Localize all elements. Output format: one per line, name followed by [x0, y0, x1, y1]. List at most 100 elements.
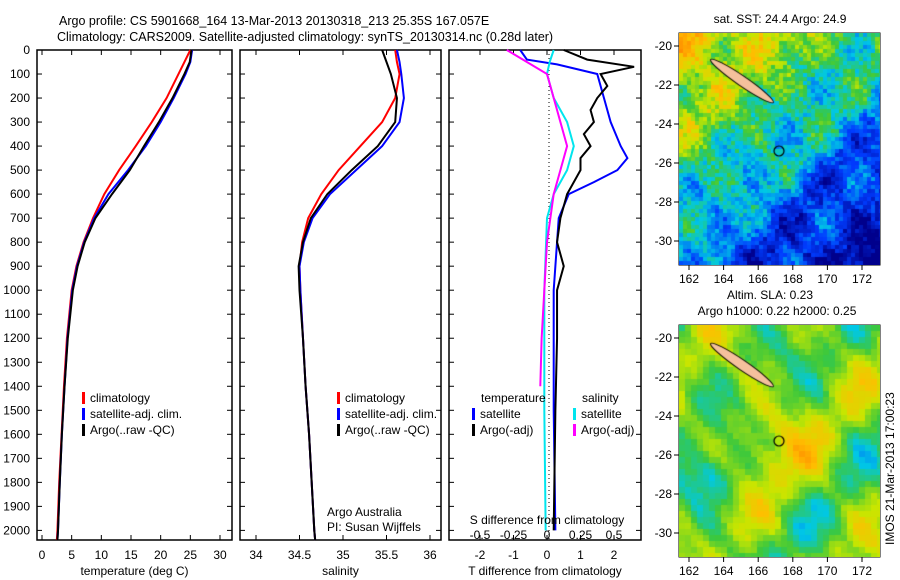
x-tick-label: -2: [475, 548, 486, 562]
depth-tick-label: 1500: [3, 403, 30, 417]
diff-line-T-Argo-adj-: [552, 49, 635, 531]
lon-tick-label: 164: [714, 564, 734, 578]
x-tick-label: 34.5: [288, 548, 312, 562]
x-axis-label: salinity: [322, 564, 359, 578]
depth-tick-label: 800: [10, 235, 30, 249]
lon-tick-label: 162: [679, 272, 699, 286]
figure-title-line2: Climatology: CARS2009. Satellite-adjuste…: [57, 30, 554, 44]
sal-legend-label: Argo(..raw -QC): [345, 423, 430, 437]
x-tick-label: 0: [39, 548, 46, 562]
profile-line-climatology: [55, 49, 192, 541]
sal-legend-label: satellite-adj. clim.: [345, 407, 437, 421]
depth-tick-label: 1400: [3, 379, 30, 393]
sal-legend-swatch: [337, 408, 340, 420]
lon-tick-label: 172: [852, 272, 872, 286]
s-diff-axis-label: S difference from climatology: [470, 513, 625, 527]
depth-tick-label: 1800: [3, 475, 30, 489]
panel-frame: [239, 49, 442, 541]
sal-legend-swatch: [337, 424, 340, 436]
lat-tick-label: -28: [655, 195, 673, 209]
annotation: PI: Susan Wijffels: [327, 520, 421, 534]
depth-tick-label: 700: [10, 211, 30, 225]
depth-tick-label: 1700: [3, 451, 30, 465]
lon-tick-label: 172: [852, 564, 872, 578]
lat-tick-label: -22: [655, 370, 673, 384]
diff-legend-s-swatch: [573, 424, 576, 436]
diff-legend-s-label: Argo(-adj): [581, 423, 634, 437]
depth-tick-label: 1300: [3, 355, 30, 369]
panel-frame: [36, 49, 233, 541]
depth-tick-label: 1900: [3, 499, 30, 513]
x-axis-label: temperature (deg C): [80, 564, 188, 578]
sla-map-subtitle: Argo h1000: 0.22 h2000: 0.25: [698, 304, 857, 318]
diff-legend-header: salinity: [582, 391, 619, 405]
depth-tick-label: 300: [10, 115, 30, 129]
lon-tick-label: 164: [714, 272, 734, 286]
profile-line-Argo-raw-QC-: [56, 49, 193, 541]
temp-legend-swatch: [82, 392, 85, 404]
sla-map-title: Altim. SLA: 0.23: [727, 288, 813, 302]
x-tick-label: 36: [423, 548, 437, 562]
x-tick-label: 34: [249, 548, 263, 562]
depth-tick-label: 0: [23, 43, 30, 57]
sal-legend-swatch: [337, 392, 340, 404]
depth-tick-label: 900: [10, 259, 30, 273]
lon-tick-label: 170: [817, 272, 837, 286]
s-diff-tick-label: 0.5: [606, 528, 623, 542]
lon-tick-label: 162: [679, 564, 699, 578]
x-tick-label: 1: [577, 548, 584, 562]
lon-tick-label: 166: [748, 564, 768, 578]
lat-tick-label: -24: [655, 117, 673, 131]
diff-legend-t-label: Argo(-adj): [480, 423, 533, 437]
x-axis-label: T difference from climatology: [468, 564, 622, 578]
depth-tick-label: 100: [10, 67, 30, 81]
lat-tick-label: -20: [655, 39, 673, 53]
x-tick-label: 5: [68, 548, 75, 562]
profile-line-climatology: [298, 49, 401, 541]
depth-tick-label: 400: [10, 139, 30, 153]
sal-legend-label: climatology: [345, 391, 405, 405]
lat-tick-label: -20: [655, 331, 673, 345]
x-tick-label: 2: [611, 548, 618, 562]
x-tick-label: -1: [508, 548, 519, 562]
diff-legend-t-swatch: [472, 424, 475, 436]
diff-line-S-Argo-adj-: [506, 49, 569, 387]
diff-legend-t-swatch: [472, 408, 475, 420]
x-tick-label: 15: [124, 548, 138, 562]
depth-tick-label: 500: [10, 163, 30, 177]
lon-tick-label: 168: [783, 564, 803, 578]
x-tick-label: 30: [213, 548, 227, 562]
x-tick-label: 0: [544, 548, 551, 562]
diff-legend-s-label: satellite: [581, 407, 622, 421]
diff-legend-s-swatch: [573, 408, 576, 420]
lat-tick-label: -24: [655, 409, 673, 423]
s-diff-tick-label: -0.5: [470, 528, 491, 542]
temp-legend-swatch: [82, 408, 85, 420]
sla-map-canvas: [679, 325, 880, 557]
s-diff-tick-label: 0.25: [569, 528, 593, 542]
sst-map-title: sat. SST: 24.4 Argo: 24.9: [714, 12, 847, 26]
diff-legend-t-label: satellite: [480, 407, 521, 421]
x-tick-label: 35.5: [375, 548, 399, 562]
x-tick-label: 10: [95, 548, 109, 562]
x-tick-label: 35: [336, 548, 350, 562]
diff-line-T-satellite: [519, 49, 629, 531]
lon-tick-label: 168: [783, 272, 803, 286]
depth-tick-label: 600: [10, 187, 30, 201]
depth-tick-label: 2000: [3, 523, 30, 537]
lon-tick-label: 170: [817, 564, 837, 578]
panel-frame: [448, 49, 642, 541]
s-diff-tick-label: -0.25: [500, 528, 528, 542]
lat-tick-label: -28: [655, 487, 673, 501]
footer-timestamp: IMOS 21-Mar-2013 17:00:23: [883, 392, 897, 545]
profile-line-satellite-adj-clim-: [298, 49, 405, 541]
diff-line-S-satellite: [543, 49, 575, 531]
lat-tick-label: -22: [655, 78, 673, 92]
depth-tick-label: 1200: [3, 331, 30, 345]
x-tick-label: 25: [184, 548, 198, 562]
sst-map-canvas: [679, 33, 880, 265]
temp-legend-swatch: [82, 424, 85, 436]
temp-legend-label: climatology: [90, 391, 150, 405]
